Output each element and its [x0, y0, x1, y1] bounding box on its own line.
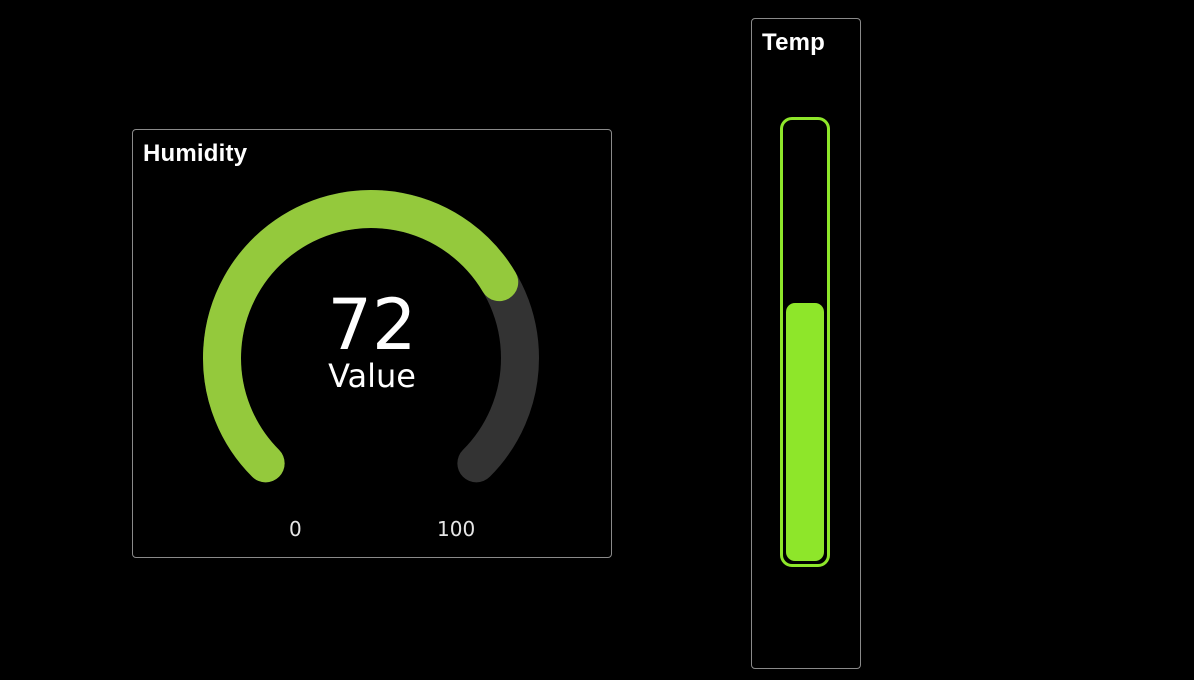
- humidity-title: Humidity: [143, 140, 248, 167]
- gauge-max-label: 100: [437, 517, 476, 541]
- temp-tank: [780, 117, 830, 567]
- temp-tank-widget: Temp: [751, 18, 861, 669]
- temp-tank-fill: [786, 303, 824, 561]
- humidity-gauge: [203, 190, 539, 483]
- gauge-value-label: Value: [328, 357, 416, 395]
- gauge-min-label: 0: [289, 517, 302, 541]
- temp-title: Temp: [762, 29, 826, 56]
- gauge-fill-arc: [203, 190, 519, 483]
- humidity-gauge-widget: Humidity 72 Value 0 100: [132, 129, 612, 558]
- gauge-value: 72: [327, 284, 417, 366]
